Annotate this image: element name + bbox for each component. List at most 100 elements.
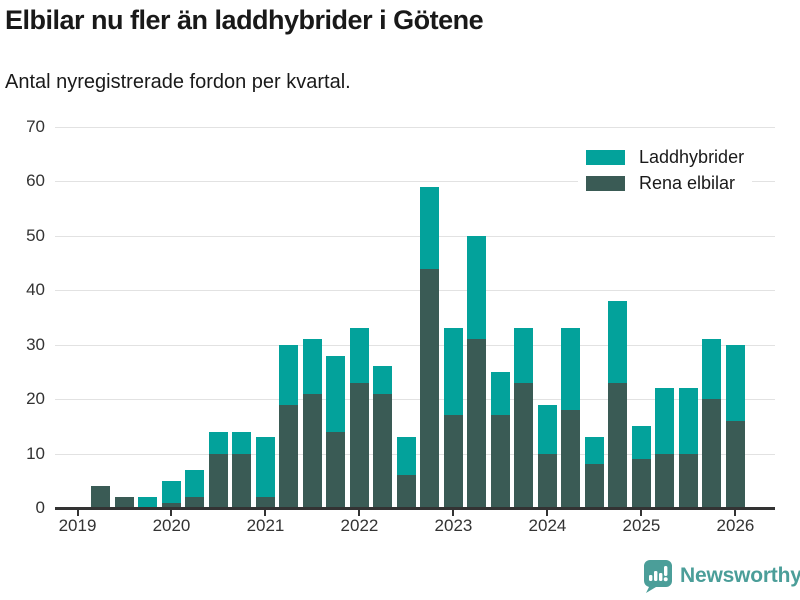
gridline-y-40 [55,290,775,291]
bar-segment-laddhybrider [373,366,392,393]
x-axis-tick-2022 [358,509,360,516]
newsworthy-wordmark: Newsworthy [680,564,800,588]
bar-segment-laddhybrider [162,481,181,503]
bar-segment-laddhybrider [726,345,745,421]
bar-2024-q1 [538,405,557,508]
bar-segment-laddhybrider [655,388,674,453]
legend-item-laddhybrider: Laddhybrider [586,145,744,169]
x-axis-label-2021: 2021 [235,516,295,536]
newsworthy-branding: Newsworthy [642,559,800,593]
x-axis-tick-2021 [264,509,266,516]
gridline-y-50 [55,236,775,237]
y-axis-label-10: 10 [3,444,45,464]
x-axis-label-2020: 2020 [141,516,201,536]
x-axis-label-2026: 2026 [705,516,765,536]
bar-segment-rena-elbilar [514,383,533,508]
bar-segment-laddhybrider [256,437,275,497]
bar-segment-rena-elbilar [632,459,651,508]
rena-elbilar-swatch-icon [586,176,625,191]
bar-2022-q1 [350,328,369,508]
chart-subtitle: Antal nyregistrerade fordon per kvartal. [5,71,351,94]
bar-segment-rena-elbilar [373,394,392,508]
bar-segment-laddhybrider [397,437,416,475]
bar-segment-laddhybrider [679,388,698,453]
bar-segment-laddhybrider [444,328,463,415]
bar-segment-laddhybrider [303,339,322,393]
x-axis-label-2025: 2025 [611,516,671,536]
bar-segment-rena-elbilar [491,415,510,508]
x-axis-label-2022: 2022 [329,516,389,536]
bar-2022-q3 [397,437,416,508]
x-axis-label-2023: 2023 [423,516,483,536]
bar-2024-q3 [585,437,604,508]
legend-item-rena-elbilar: Rena elbilar [586,171,744,195]
legend-label: Rena elbilar [639,173,735,194]
x-axis-label-2019: 2019 [48,516,108,536]
bar-segment-rena-elbilar [679,454,698,508]
legend-label: Laddhybrider [639,147,744,168]
y-axis-label-50: 50 [3,226,45,246]
x-axis-tick-2020 [170,509,172,516]
bar-segment-rena-elbilar [420,269,439,508]
bar-segment-laddhybrider [467,236,486,339]
x-axis-tick-2026 [734,509,736,516]
y-axis-label-70: 70 [3,117,45,137]
gridline-y-30 [55,345,775,346]
x-axis-line [55,507,775,510]
bar-segment-rena-elbilar [397,475,416,508]
x-axis-tick-2019 [77,509,79,516]
bar-2023-q3 [491,372,510,508]
x-axis-tick-2025 [640,509,642,516]
bar-2024-q2 [561,328,580,508]
chart-title: Elbilar nu fler än laddhybrider i Götene [5,5,483,36]
bar-2026-q1 [726,345,745,508]
bar-segment-laddhybrider [585,437,604,464]
bar-segment-rena-elbilar [538,454,557,508]
bar-segment-laddhybrider [561,328,580,410]
bar-segment-rena-elbilar [209,454,228,508]
bar-segment-rena-elbilar [350,383,369,508]
bar-segment-laddhybrider [209,432,228,454]
bar-segment-rena-elbilar [726,421,745,508]
bar-segment-rena-elbilar [232,454,251,508]
bar-segment-laddhybrider [491,372,510,416]
bar-2023-q2 [467,236,486,508]
bar-2020-q4 [232,432,251,508]
bar-2023-q1 [444,328,463,508]
bar-segment-rena-elbilar [585,464,604,508]
bar-segment-rena-elbilar [655,454,674,508]
bar-segment-laddhybrider [420,187,439,269]
bar-2020-q2 [185,470,204,508]
bar-segment-rena-elbilar [303,394,322,508]
x-axis-label-2024: 2024 [517,516,577,536]
y-axis-label-60: 60 [3,171,45,191]
y-axis-label-0: 0 [3,498,45,518]
newsworthy-speech-bubble-chart-icon [642,559,673,593]
bar-segment-laddhybrider [632,426,651,459]
bar-2025-q4 [702,339,721,508]
bar-2025-q3 [679,388,698,508]
bar-2023-q4 [514,328,533,508]
y-axis-label-40: 40 [3,280,45,300]
bar-segment-laddhybrider [185,470,204,497]
bar-2020-q3 [209,432,228,508]
bar-segment-laddhybrider [350,328,369,382]
bar-2020-q1 [162,481,181,508]
laddhybrider-swatch-icon [586,150,625,165]
x-axis-tick-2023 [452,509,454,516]
bar-2021-q3 [303,339,322,508]
bar-2021-q2 [279,345,298,508]
quarterly-registrations-stacked-bar-chart: Elbilar nu fler än laddhybrider i Götene… [0,0,800,600]
bar-2021-q4 [326,356,345,508]
bar-2021-q1 [256,437,275,508]
x-axis-tick-2024 [546,509,548,516]
bar-segment-laddhybrider [279,345,298,405]
bar-segment-rena-elbilar [91,486,110,508]
bar-segment-laddhybrider [608,301,627,383]
bar-2019-q2 [91,486,110,508]
bar-segment-rena-elbilar [561,410,580,508]
bar-2022-q2 [373,366,392,508]
chart-legend: Laddhybrider Rena elbilar [578,139,752,201]
bar-2022-q4 [420,187,439,508]
bar-segment-laddhybrider [326,356,345,432]
